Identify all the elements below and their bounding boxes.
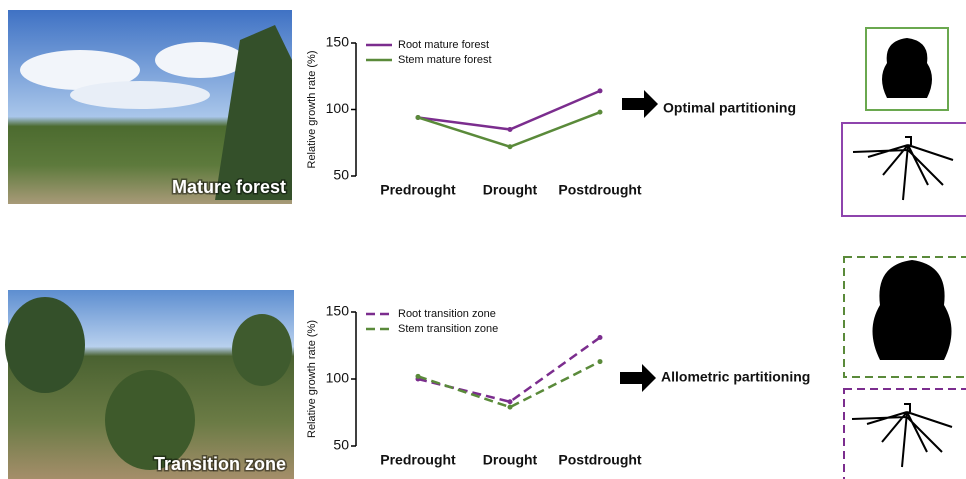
y-tick-label: 100 [326,100,350,116]
data-point [416,374,421,379]
data-point [508,127,513,132]
outcome-label: Allometric partitioning [661,369,810,385]
data-point [416,115,421,120]
line-chart: Relative growth rate (%) 50 100 150 Predroug… [306,303,642,468]
data-point [508,144,513,149]
photo-label: Transition zone [154,454,286,474]
figure: Mature forest Transition zone Optimal pa… [0,0,966,479]
x-tick-label: Postdrought [558,452,642,468]
x-tick-label: Predrought [380,182,456,198]
legend-label: Root transition zone [398,308,496,320]
legend-label: Stem transition zone [398,323,498,335]
x-tick-label: Drought [483,452,538,468]
arrows [620,90,658,392]
data-point [508,405,513,410]
y-tick-label: 50 [333,437,349,453]
photo-transition: Transition zone [5,290,294,479]
data-point [598,335,603,340]
y-axis-label: Relative growth rate (%) [306,51,318,169]
line-chart: Relative growth rate (%) 50 100 150 Predroug… [306,34,642,198]
y-tick-label: 50 [333,167,349,183]
photo-label: Mature forest [172,177,286,197]
organ-panels [842,28,966,479]
data-point [598,359,603,364]
x-tick-label: Postdrought [558,182,642,198]
photo-mature: Mature forest [8,10,292,204]
y-axis-label: Relative growth rate (%) [306,320,318,438]
data-point [508,399,513,404]
series-line [418,337,600,401]
x-tick-label: Predrought [380,452,456,468]
y-tick-label: 100 [326,370,350,386]
data-point [598,88,603,93]
data-point [598,110,603,115]
y-tick-label: 150 [326,34,350,50]
legend-label: Root mature forest [398,39,489,51]
x-tick-label: Drought [483,182,538,198]
y-tick-label: 150 [326,303,350,319]
outcome-label: Optimal partitioning [663,100,796,116]
legend-label: Stem mature forest [398,54,492,66]
